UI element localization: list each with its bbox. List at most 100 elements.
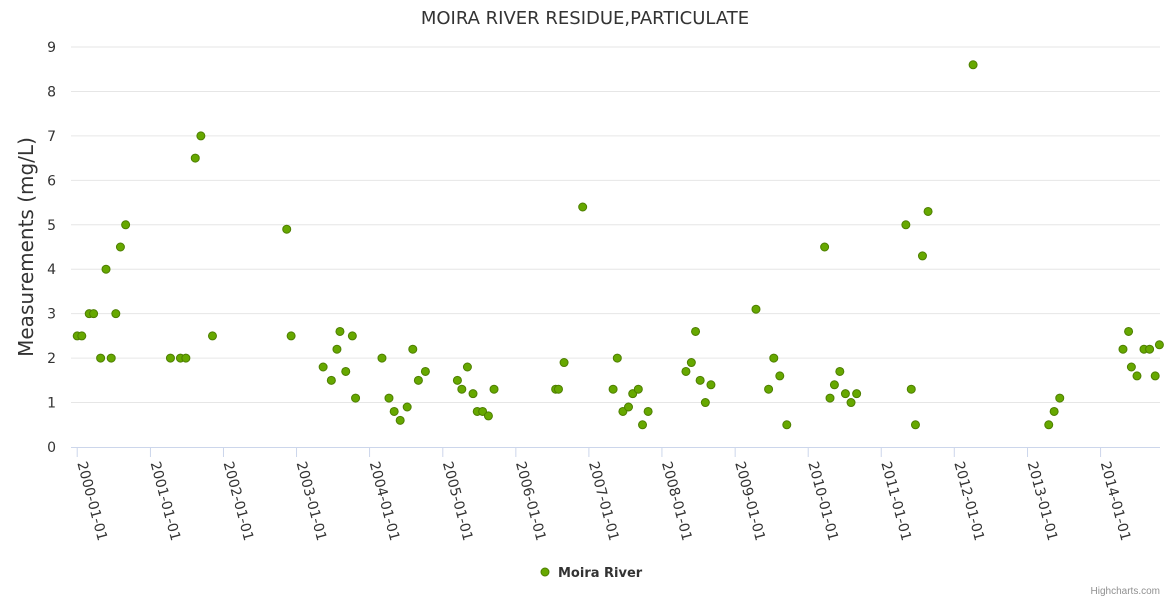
data-point[interactable]	[910, 420, 920, 430]
data-point[interactable]	[111, 309, 121, 319]
data-point[interactable]	[96, 353, 106, 363]
data-point[interactable]	[1150, 371, 1160, 381]
data-point[interactable]	[846, 398, 856, 408]
data-point[interactable]	[835, 366, 845, 376]
data-point[interactable]	[402, 402, 412, 412]
data-point[interactable]	[686, 358, 696, 368]
data-point[interactable]	[901, 220, 911, 230]
data-point[interactable]	[829, 380, 839, 390]
data-point[interactable]	[489, 384, 499, 394]
credits-link[interactable]: Highcharts.com	[1091, 586, 1160, 597]
y-axis-title: Measurements (mg/L)	[14, 137, 38, 357]
data-point[interactable]	[452, 375, 462, 385]
data-point[interactable]	[1145, 344, 1155, 354]
data-point[interactable]	[326, 375, 336, 385]
data-point[interactable]	[377, 353, 387, 363]
data-point[interactable]	[384, 393, 394, 403]
data-point[interactable]	[852, 389, 862, 399]
y-tick-label: 1	[47, 396, 56, 412]
data-point[interactable]	[89, 309, 99, 319]
chart-title: MOIRA RIVER RESIDUE,PARTICULATE	[421, 8, 749, 29]
data-point[interactable]	[196, 131, 206, 141]
data-point[interactable]	[347, 331, 357, 341]
data-point[interactable]	[578, 202, 588, 212]
y-tick-label: 3	[47, 307, 56, 323]
data-point[interactable]	[769, 353, 779, 363]
data-point[interactable]	[1126, 362, 1136, 372]
y-tick-label: 2	[47, 351, 56, 367]
data-point[interactable]	[559, 358, 569, 368]
data-point[interactable]	[917, 251, 927, 261]
data-point[interactable]	[764, 384, 774, 394]
data-point[interactable]	[1044, 420, 1054, 430]
data-point[interactable]	[1049, 406, 1059, 416]
data-point[interactable]	[706, 380, 716, 390]
y-tick-label: 6	[47, 173, 56, 189]
data-point[interactable]	[643, 406, 653, 416]
data-point[interactable]	[1154, 340, 1164, 350]
legend-item-moira-river[interactable]: Moira River	[558, 566, 643, 581]
data-point[interactable]	[923, 206, 933, 216]
data-point[interactable]	[1132, 371, 1142, 381]
data-point[interactable]	[420, 366, 430, 376]
data-point[interactable]	[101, 264, 111, 274]
y-axis-tick-labels: 0 1 2 3 4 5 6 7 8 9	[47, 40, 56, 456]
data-point[interactable]	[483, 411, 493, 421]
legend-marker-icon	[540, 567, 550, 577]
data-point[interactable]	[825, 393, 835, 403]
data-point[interactable]	[77, 331, 87, 341]
data-point[interactable]	[612, 353, 622, 363]
data-point[interactable]	[413, 375, 423, 385]
data-point[interactable]	[633, 384, 643, 394]
data-point[interactable]	[332, 344, 342, 354]
data-point[interactable]	[207, 331, 217, 341]
data-point[interactable]	[608, 384, 618, 394]
data-point[interactable]	[681, 366, 691, 376]
data-point[interactable]	[553, 384, 563, 394]
data-point[interactable]	[1124, 326, 1134, 336]
y-tick-label: 0	[47, 440, 56, 456]
y-tick-label: 7	[47, 129, 56, 145]
data-point[interactable]	[341, 366, 351, 376]
data-point[interactable]	[751, 304, 761, 314]
data-point[interactable]	[462, 362, 472, 372]
data-point[interactable]	[1118, 344, 1128, 354]
legend[interactable]: Moira River	[540, 566, 643, 581]
data-point[interactable]	[121, 220, 131, 230]
data-point[interactable]	[335, 326, 345, 336]
data-point[interactable]	[840, 389, 850, 399]
data-point[interactable]	[775, 371, 785, 381]
data-point[interactable]	[820, 242, 830, 252]
data-points	[72, 60, 1164, 430]
data-point[interactable]	[691, 326, 701, 336]
data-point[interactable]	[638, 420, 648, 430]
data-point[interactable]	[351, 393, 361, 403]
data-point[interactable]	[165, 353, 175, 363]
data-point[interactable]	[408, 344, 418, 354]
data-point[interactable]	[968, 60, 978, 70]
data-point[interactable]	[115, 242, 125, 252]
data-point[interactable]	[1055, 393, 1065, 403]
data-point[interactable]	[468, 389, 478, 399]
data-point[interactable]	[106, 353, 116, 363]
data-point[interactable]	[478, 406, 488, 416]
y-tick-label: 8	[47, 84, 56, 100]
data-point[interactable]	[457, 384, 467, 394]
y-tick-label: 4	[47, 262, 56, 278]
y-tick-label: 5	[47, 218, 56, 234]
data-point[interactable]	[190, 153, 200, 163]
data-point[interactable]	[389, 406, 399, 416]
y-tick-label: 9	[47, 40, 56, 56]
data-point[interactable]	[318, 362, 328, 372]
data-point[interactable]	[906, 384, 916, 394]
data-point[interactable]	[395, 415, 405, 425]
data-point[interactable]	[181, 353, 191, 363]
data-point[interactable]	[624, 402, 634, 412]
data-point[interactable]	[695, 375, 705, 385]
data-point[interactable]	[286, 331, 296, 341]
data-point[interactable]	[782, 420, 792, 430]
data-point[interactable]	[282, 224, 292, 234]
data-point[interactable]	[700, 398, 710, 408]
